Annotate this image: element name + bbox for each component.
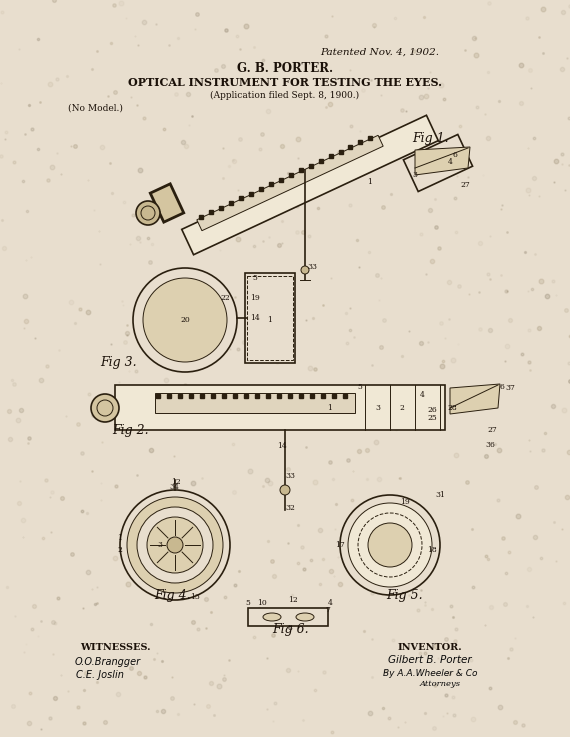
Text: 14: 14 xyxy=(277,442,287,450)
Text: 3: 3 xyxy=(413,171,417,179)
Text: 27: 27 xyxy=(487,426,497,434)
Text: 1: 1 xyxy=(267,316,272,324)
Text: 27: 27 xyxy=(460,181,470,189)
Text: 1: 1 xyxy=(117,534,123,542)
Bar xyxy=(247,276,293,360)
Text: 4: 4 xyxy=(420,391,425,399)
Text: 1: 1 xyxy=(368,178,372,186)
Circle shape xyxy=(91,394,119,422)
Polygon shape xyxy=(415,147,470,175)
Circle shape xyxy=(167,537,183,553)
Text: 2: 2 xyxy=(400,404,405,412)
Text: 3: 3 xyxy=(157,541,162,549)
Text: 12: 12 xyxy=(171,478,181,486)
Text: By A.A.Wheeler & Co: By A.A.Wheeler & Co xyxy=(382,668,477,677)
Text: Fig 6.: Fig 6. xyxy=(272,624,308,637)
Text: 17: 17 xyxy=(335,541,345,549)
Text: 10: 10 xyxy=(257,599,267,607)
Circle shape xyxy=(147,517,203,573)
Text: 19: 19 xyxy=(400,498,410,506)
Circle shape xyxy=(348,503,432,587)
Bar xyxy=(115,385,445,430)
Text: 5: 5 xyxy=(246,599,250,607)
Polygon shape xyxy=(450,384,500,414)
Text: (Application filed Sept. 8, 1900.): (Application filed Sept. 8, 1900.) xyxy=(210,91,360,99)
Text: 1: 1 xyxy=(328,404,332,412)
Text: INVENTOR.: INVENTOR. xyxy=(398,643,462,652)
Text: 25: 25 xyxy=(427,414,437,422)
Text: Fig 4.: Fig 4. xyxy=(154,589,190,601)
Bar xyxy=(248,608,328,626)
Polygon shape xyxy=(404,134,473,192)
Text: Fig 1.: Fig 1. xyxy=(412,131,449,144)
Text: Gilbert B. Porter: Gilbert B. Porter xyxy=(388,655,472,665)
Text: 14: 14 xyxy=(250,314,260,322)
Circle shape xyxy=(143,278,227,362)
Text: Patented Nov. 4, 1902.: Patented Nov. 4, 1902. xyxy=(320,47,439,57)
Ellipse shape xyxy=(296,613,314,621)
Circle shape xyxy=(120,490,230,600)
Text: 4: 4 xyxy=(328,599,332,607)
Text: 6: 6 xyxy=(453,151,458,159)
Text: 6: 6 xyxy=(499,383,504,391)
Bar xyxy=(155,393,355,413)
Text: 7: 7 xyxy=(325,606,331,614)
Circle shape xyxy=(280,485,290,495)
Text: 33: 33 xyxy=(307,263,317,271)
Text: 4: 4 xyxy=(447,158,453,166)
Text: 12: 12 xyxy=(288,596,298,604)
Text: 31: 31 xyxy=(435,491,445,499)
Text: 20: 20 xyxy=(180,316,190,324)
Polygon shape xyxy=(150,184,184,222)
Text: 8: 8 xyxy=(287,624,292,632)
Text: 28: 28 xyxy=(447,404,457,412)
Circle shape xyxy=(127,497,223,593)
Text: C.E. Joslin: C.E. Joslin xyxy=(76,670,124,680)
Text: 34: 34 xyxy=(169,483,179,491)
Circle shape xyxy=(340,495,440,595)
Circle shape xyxy=(137,507,213,583)
Text: 5: 5 xyxy=(357,383,363,391)
Ellipse shape xyxy=(263,613,281,621)
Text: G. B. PORTER.: G. B. PORTER. xyxy=(237,61,333,74)
Polygon shape xyxy=(197,136,383,231)
Text: 18: 18 xyxy=(427,546,437,554)
Text: OPTICAL INSTRUMENT FOR TESTING THE EYES.: OPTICAL INSTRUMENT FOR TESTING THE EYES. xyxy=(128,77,442,88)
Circle shape xyxy=(368,523,412,567)
Circle shape xyxy=(301,266,309,274)
Text: Fig 2.: Fig 2. xyxy=(112,424,148,436)
Text: 19: 19 xyxy=(250,294,260,302)
Text: Fig 5.: Fig 5. xyxy=(386,589,424,601)
Text: 26: 26 xyxy=(427,406,437,414)
Text: 2: 2 xyxy=(117,546,123,554)
Polygon shape xyxy=(182,115,438,255)
Text: O.O.Brangger: O.O.Brangger xyxy=(75,657,141,667)
Text: WITNESSES.: WITNESSES. xyxy=(80,643,150,652)
Polygon shape xyxy=(245,273,295,363)
Text: 37: 37 xyxy=(505,384,515,392)
Text: 3: 3 xyxy=(376,404,381,412)
Text: Attorneys: Attorneys xyxy=(420,680,461,688)
Text: 32: 32 xyxy=(285,504,295,512)
Text: 36: 36 xyxy=(485,441,495,449)
Text: (No Model.): (No Model.) xyxy=(68,103,123,113)
Text: Fig 3.: Fig 3. xyxy=(100,355,136,368)
Text: 33: 33 xyxy=(285,472,295,480)
Text: 5: 5 xyxy=(253,274,258,282)
Circle shape xyxy=(136,201,160,225)
Circle shape xyxy=(133,268,237,372)
Text: 13: 13 xyxy=(190,593,200,601)
Text: 22: 22 xyxy=(220,294,230,302)
